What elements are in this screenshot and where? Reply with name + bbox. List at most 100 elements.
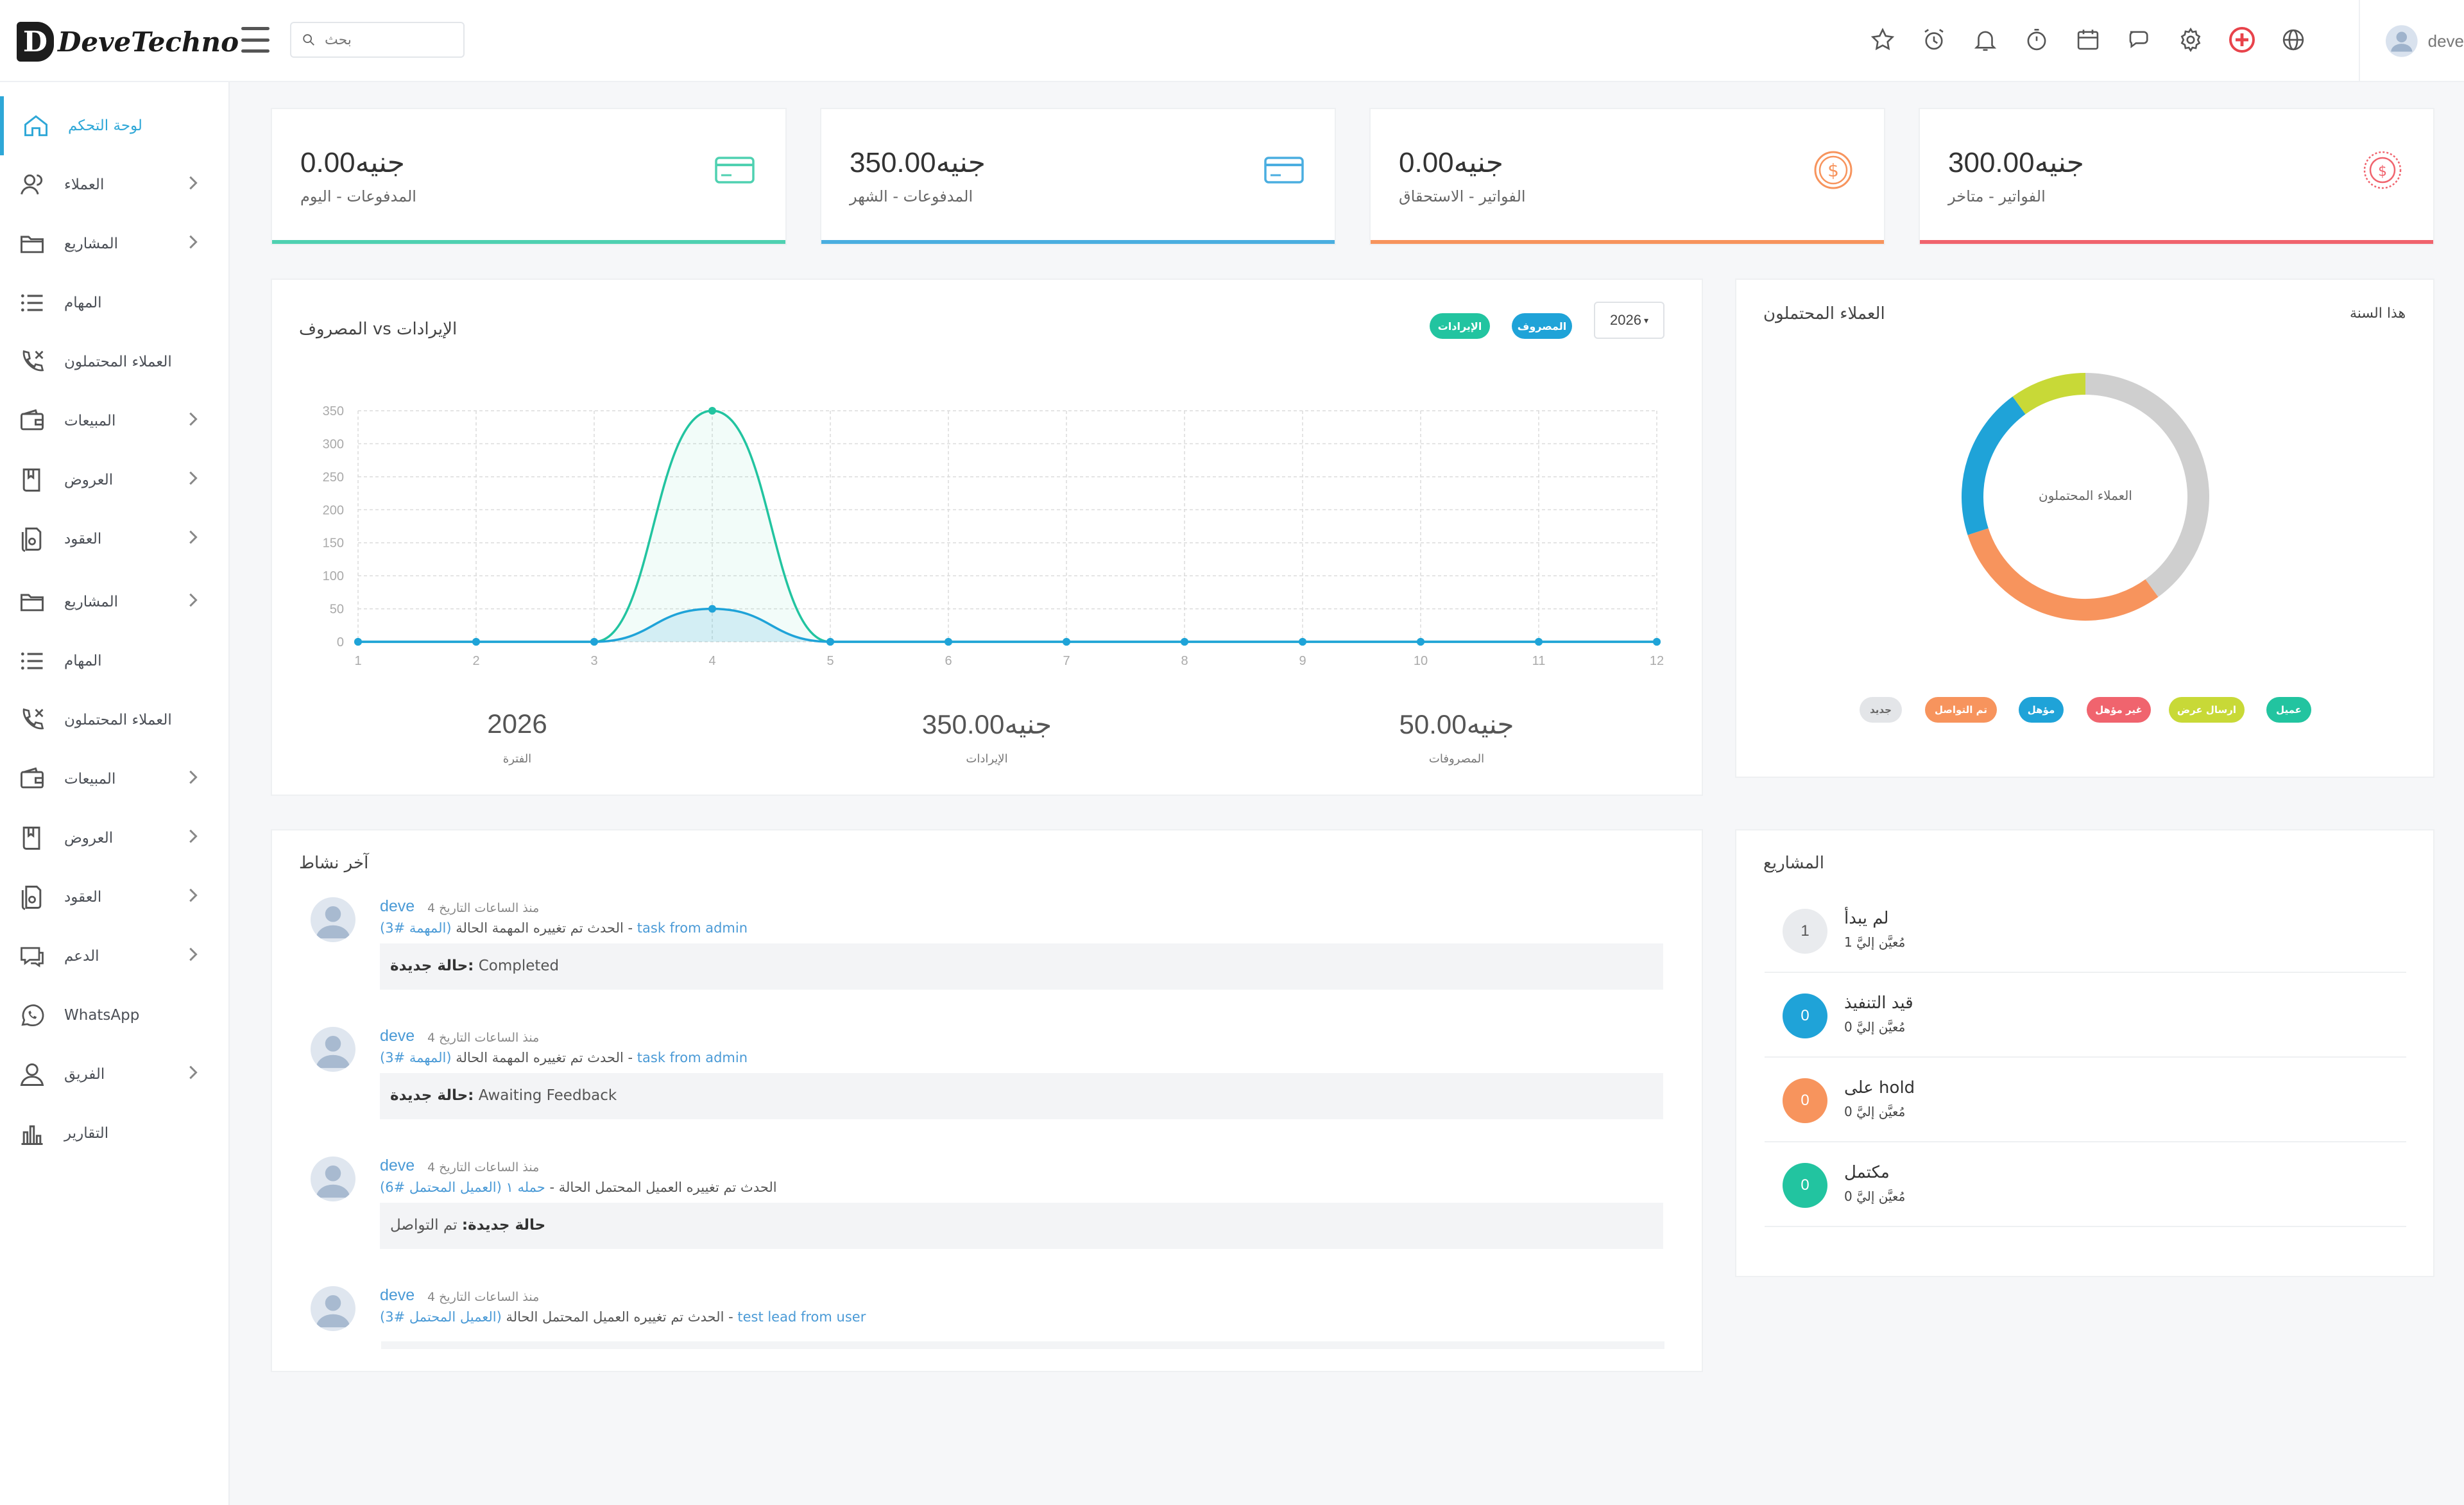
sidebar-item[interactable]: المبيعات [0, 391, 228, 451]
sidebar-item[interactable]: المشاريع [0, 214, 228, 273]
avatar[interactable] [311, 1027, 355, 1072]
data-point[interactable] [1417, 638, 1425, 646]
donut-segment[interactable] [2012, 373, 2086, 415]
sidebar-item[interactable]: العملاء [0, 155, 228, 214]
avatar[interactable] [311, 897, 355, 942]
data-point[interactable] [1181, 638, 1188, 646]
chat-icon[interactable] [2124, 22, 2155, 58]
sidebar-item[interactable]: الفريق [0, 1045, 228, 1104]
activity-ref-link[interactable]: (المهمة #3) [380, 920, 452, 936]
leads-legend-pill[interactable]: عميل [2266, 697, 2311, 723]
project-status-row[interactable]: 1 لم يبدأ مُعيَّن إليَّ 1 [1765, 888, 2406, 973]
data-point[interactable] [708, 407, 716, 415]
stat-label: المدفوعات - اليوم [300, 187, 416, 205]
search-input[interactable] [325, 31, 453, 48]
projects-title: المشاريع [1763, 854, 1824, 873]
activity-title: آخر نشاط [299, 854, 369, 873]
chevron-right-icon [189, 471, 198, 485]
timer-icon[interactable] [2021, 22, 2052, 58]
sidebar-item-label: العملاء المحتملون [64, 712, 172, 728]
activity-user-link[interactable]: deve [380, 1286, 415, 1304]
data-point[interactable] [1535, 638, 1543, 646]
sidebar-item[interactable]: المهام [0, 632, 228, 691]
activity-ref-link[interactable]: (العميل المحتمل #3) [380, 1309, 502, 1325]
data-point[interactable] [1063, 638, 1070, 646]
activity-subject-link[interactable]: task from admin [637, 1050, 748, 1065]
sidebar-item-label: التقارير [64, 1125, 109, 1142]
activity-text: الحدث تم تغييره العميل المحتمل الحالة [558, 1180, 777, 1195]
sidebar-item[interactable]: المهام [0, 273, 228, 332]
summary-value: 50.00جنيه [1399, 709, 1514, 739]
activity-user-link[interactable]: deve [380, 1027, 415, 1045]
activity-user-link[interactable]: deve [380, 1157, 415, 1174]
sidebar-item[interactable]: لوحة التحكم [0, 96, 228, 155]
data-point[interactable] [1653, 638, 1661, 646]
data-point[interactable] [354, 638, 362, 646]
donut-segment[interactable] [2085, 373, 2209, 598]
sidebar-item[interactable]: العقود [0, 510, 228, 569]
notifications-bell-icon[interactable] [1970, 22, 2001, 58]
x-tick-label: 2 [472, 654, 479, 668]
activity-subject-link[interactable]: task from admin [637, 920, 748, 936]
sidebar-item[interactable]: المبيعات [0, 750, 228, 809]
data-point[interactable] [708, 605, 716, 613]
sidebar-item[interactable]: المشاريع [0, 572, 228, 632]
sidebar-item[interactable]: العروض [0, 809, 228, 868]
sidebar-item-label: المشاريع [64, 236, 118, 252]
donut-segment[interactable] [1967, 528, 2159, 621]
menu-toggle-icon[interactable] [241, 27, 270, 53]
avatar[interactable] [311, 1157, 355, 1201]
project-assigned: مُعيَّن إليَّ 0 [1844, 1189, 1906, 1204]
leads-legend-pill[interactable]: مؤهل [2019, 697, 2064, 723]
calendar-icon[interactable] [2073, 22, 2103, 58]
donut-segment[interactable] [1962, 396, 2026, 535]
sidebar-item[interactable]: العملاء المحتملون [0, 332, 228, 391]
data-point[interactable] [472, 638, 480, 646]
svg-text:$: $ [1827, 160, 1839, 181]
avatar[interactable] [311, 1286, 355, 1331]
data-point[interactable] [1299, 638, 1306, 646]
leads-legend-pill[interactable]: ارسال عرض [2169, 697, 2245, 723]
stat-card: 0.00جنيه الفواتير - الاستحقاق $ [1369, 108, 1885, 245]
user-menu[interactable]: deve [2359, 0, 2464, 82]
stat-card: 300.00جنيه الفواتير - متاخر $ [1919, 108, 2434, 245]
donut-center-label: العملاء المحتملون [2039, 488, 2132, 503]
series-line [358, 607, 1657, 643]
language-globe-icon[interactable] [2278, 22, 2309, 58]
data-point[interactable] [826, 638, 834, 646]
sidebar-item[interactable]: التقارير [0, 1104, 228, 1163]
leads-legend-pill[interactable]: غير مؤهل [2087, 697, 2151, 723]
project-status-row[interactable]: 0 قيد التنفيذ مُعيَّن إليَّ 0 [1765, 973, 2406, 1058]
sidebar-item[interactable]: الدعم [0, 927, 228, 986]
project-count-badge: 0 [1783, 1078, 1827, 1123]
chevron-right-icon [189, 770, 198, 784]
sidebar-item-label: المبيعات [64, 413, 116, 429]
activity-subject-link[interactable]: test lead from user [737, 1309, 866, 1325]
year-select[interactable]: 2026 ▾ [1594, 302, 1664, 339]
project-status-row[interactable]: 0 مكتمل مُعيَّن إليَّ 0 [1765, 1142, 2406, 1227]
project-status-row[interactable]: 0 على hold مُعيَّن إليَّ 0 [1765, 1058, 2406, 1142]
activity-description: (العميل المحتمل #3) الحدث تم تغييره العم… [380, 1309, 866, 1325]
app-logo[interactable]: D DeveTechno [17, 19, 239, 64]
reminder-alarm-icon[interactable] [1919, 22, 1949, 58]
data-point[interactable] [945, 638, 952, 646]
sidebar-item[interactable]: العروض [0, 451, 228, 510]
favorites-star-icon[interactable] [1867, 22, 1898, 58]
expense-legend-pill[interactable]: المصروف [1512, 313, 1572, 339]
quick-create-plus-icon[interactable] [2227, 22, 2257, 58]
sidebar-item[interactable]: العملاء المحتملون [0, 691, 228, 750]
team-icon [20, 1063, 44, 1086]
activity-subject-link[interactable]: حمله ١ [506, 1180, 545, 1195]
leads-period[interactable]: هذا السنة [2350, 305, 2406, 322]
activity-ref-link[interactable]: (المهمة #3) [380, 1050, 452, 1065]
sidebar-item[interactable]: WhatsApp [0, 986, 228, 1045]
data-point[interactable] [590, 638, 598, 646]
activity-user-link[interactable]: deve [380, 897, 415, 915]
settings-gear-icon[interactable] [2175, 22, 2206, 58]
series-area [358, 608, 1657, 642]
revenue-legend-pill[interactable]: الإيرادات [1430, 313, 1490, 339]
leads-legend-pill[interactable]: جديد [1860, 697, 1902, 723]
leads-legend-pill[interactable]: تم التواصل [1925, 697, 1997, 723]
activity-ref-link[interactable]: (العميل المحتمل #6) [380, 1180, 502, 1195]
sidebar-item[interactable]: العقود [0, 868, 228, 927]
